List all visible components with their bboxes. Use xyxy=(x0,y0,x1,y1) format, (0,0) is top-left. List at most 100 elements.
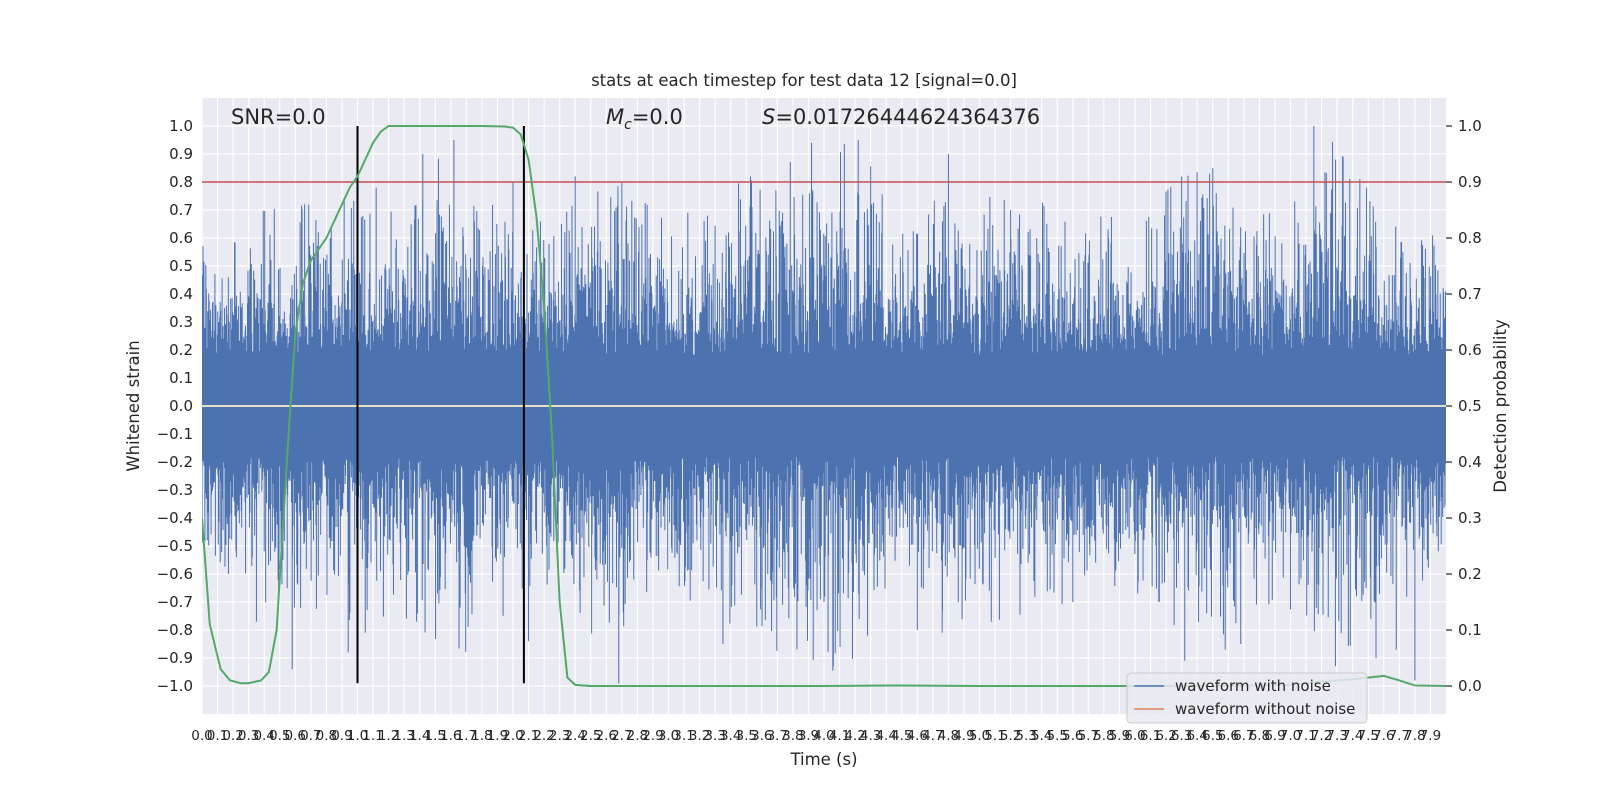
right-tick-label: 0.6 xyxy=(1458,341,1482,359)
x-tick-label: 3.6 xyxy=(751,728,772,744)
x-tick-label: 4.6 xyxy=(907,728,928,744)
x-tick-label: 6.6 xyxy=(1218,728,1239,744)
chirp-mass-value: =0.0 xyxy=(632,105,683,129)
x-tick-label: 2.7 xyxy=(611,728,632,744)
left-tick-label: −0.6 xyxy=(157,565,193,583)
x-tick-label: 7.8 xyxy=(1404,728,1425,744)
left-tick-label: 0.5 xyxy=(169,257,193,275)
right-tick-label: 1.0 xyxy=(1458,117,1482,135)
x-tick-label: 3.3 xyxy=(704,728,725,744)
x-ticks: 0.00.10.20.30.40.50.60.70.80.91.01.11.21… xyxy=(191,728,1441,744)
legend-label-noise: waveform with noise xyxy=(1175,677,1331,695)
left-tick-label: 0.0 xyxy=(169,397,193,415)
right-tick-label: 0.7 xyxy=(1458,285,1482,303)
x-tick-label: 0.3 xyxy=(238,728,259,744)
x-tick-label: 3.9 xyxy=(798,728,819,744)
left-tick-label: −1.0 xyxy=(157,677,193,695)
left-tick-label: −0.1 xyxy=(157,425,193,443)
x-tick-label: 4.8 xyxy=(938,728,959,744)
left-tick-label: −0.3 xyxy=(157,481,193,499)
x-tick-label: 0.0 xyxy=(191,728,212,744)
x-tick-label: 6.2 xyxy=(1155,728,1176,744)
left-tick-label: −0.9 xyxy=(157,649,193,667)
x-tick-label: 1.8 xyxy=(471,728,492,744)
x-tick-label: 7.6 xyxy=(1373,728,1394,744)
left-tick-label: 0.2 xyxy=(169,341,193,359)
x-tick-label: 5.0 xyxy=(969,728,990,744)
x-tick-label: 7.7 xyxy=(1389,728,1410,744)
x-tick-label: 2.9 xyxy=(642,728,663,744)
x-tick-label: 3.7 xyxy=(767,728,788,744)
x-tick-label: 4.3 xyxy=(860,728,881,744)
x-tick-label: 4.7 xyxy=(922,728,943,744)
x-tick-label: 3.8 xyxy=(782,728,803,744)
right-tick-label: 0.9 xyxy=(1458,173,1482,191)
x-tick-label: 6.9 xyxy=(1264,728,1285,744)
right-tick-label: 0.3 xyxy=(1458,509,1482,527)
right-tick-label: 0.4 xyxy=(1458,453,1482,471)
x-tick-label: 3.5 xyxy=(736,728,757,744)
x-tick-label: 2.2 xyxy=(533,728,554,744)
x-tick-label: 3.1 xyxy=(673,728,694,744)
left-tick-label: 0.4 xyxy=(169,285,193,303)
x-tick-label: 7.0 xyxy=(1280,728,1301,744)
x-tick-label: 2.0 xyxy=(502,728,523,744)
x-tick-label: 2.6 xyxy=(596,728,617,744)
x-tick-label: 7.1 xyxy=(1295,728,1316,744)
x-tick-label: 1.1 xyxy=(362,728,383,744)
x-tick-label: 5.5 xyxy=(1047,728,1068,744)
x-tick-label: 4.5 xyxy=(891,728,912,744)
legend: waveform with noise waveform without noi… xyxy=(1126,672,1368,724)
x-tick-label: 0.5 xyxy=(269,728,290,744)
x-tick-label: 6.8 xyxy=(1249,728,1270,744)
x-tick-label: 6.5 xyxy=(1202,728,1223,744)
x-tick-label: 2.3 xyxy=(549,728,570,744)
x-tick-label: 0.2 xyxy=(222,728,243,744)
x-tick-label: 7.2 xyxy=(1311,728,1332,744)
x-axis-label: Time (s) xyxy=(789,750,857,769)
x-tick-label: 4.4 xyxy=(875,728,896,744)
x-tick-label: 1.9 xyxy=(487,728,508,744)
right-tick-label: 0.1 xyxy=(1458,621,1482,639)
x-tick-label: 0.1 xyxy=(207,728,228,744)
x-tick-label: 5.8 xyxy=(1093,728,1114,744)
x-tick-label: 1.4 xyxy=(409,728,430,744)
legend-label-clean: waveform without noise xyxy=(1175,700,1355,718)
x-tick-label: 7.5 xyxy=(1358,728,1379,744)
snr-annotation: SNR=0.0 xyxy=(231,105,326,129)
x-tick-label: 5.9 xyxy=(1109,728,1130,744)
x-tick-label: 6.4 xyxy=(1186,728,1207,744)
left-tick-label: 0.3 xyxy=(169,313,193,331)
x-tick-label: 7.3 xyxy=(1326,728,1347,744)
statistic-annotation: S=0.01726444624364376 xyxy=(762,105,1040,129)
x-tick-label: 0.6 xyxy=(285,728,306,744)
x-tick-label: 7.4 xyxy=(1342,728,1363,744)
x-tick-label: 0.4 xyxy=(253,728,274,744)
x-tick-label: 5.2 xyxy=(1000,728,1021,744)
x-tick-label: 5.4 xyxy=(1031,728,1052,744)
left-tick-label: 0.8 xyxy=(169,173,193,191)
left-tick-label: 1.0 xyxy=(169,117,193,135)
x-tick-label: 4.2 xyxy=(844,728,865,744)
right-tick-label: 0.5 xyxy=(1458,397,1482,415)
x-tick-label: 1.2 xyxy=(378,728,399,744)
chart-title: stats at each timestep for test data 12 … xyxy=(591,71,1017,90)
chirp-mass-annotation: Mc=0.0 xyxy=(606,105,683,133)
x-tick-label: 5.7 xyxy=(1078,728,1099,744)
x-tick-label: 6.0 xyxy=(1124,728,1145,744)
x-tick-label: 2.1 xyxy=(518,728,539,744)
x-tick-label: 1.3 xyxy=(393,728,414,744)
left-y-axis-label: Whitened strain xyxy=(124,340,143,471)
chirp-mass-subscript: c xyxy=(624,117,632,133)
right-y-axis-label: Detection probability xyxy=(1491,319,1510,493)
left-tick-label: −0.2 xyxy=(157,453,193,471)
left-tick-label: −0.4 xyxy=(157,509,193,527)
left-tick-label: 0.1 xyxy=(169,369,193,387)
x-tick-label: 0.9 xyxy=(331,728,352,744)
x-tick-label: 7.9 xyxy=(1420,728,1441,744)
x-tick-label: 1.5 xyxy=(425,728,446,744)
x-tick-label: 4.9 xyxy=(953,728,974,744)
x-tick-label: 1.7 xyxy=(456,728,477,744)
x-tick-label: 2.8 xyxy=(627,728,648,744)
